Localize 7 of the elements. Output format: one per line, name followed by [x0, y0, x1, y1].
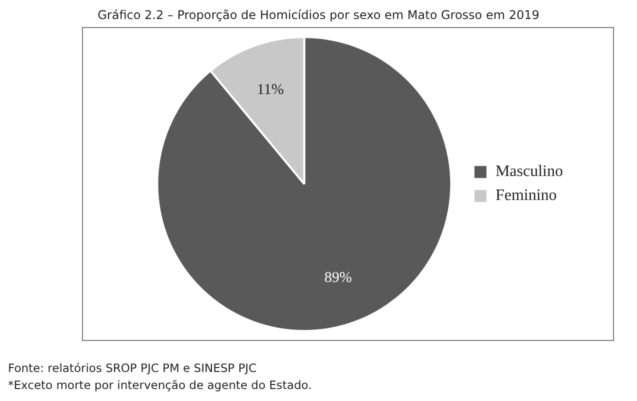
data-label: 11%	[256, 82, 284, 98]
text: *Exceto morte por intervenção de agente do Estado.	[8, 377, 312, 394]
source-note: Fonte: relatórios SROP PJC PM e SINESP PJC	[8, 360, 258, 377]
legend-label: Masculino	[495, 163, 563, 180]
chart-title: Gráfico 2.2 – Proporção de Homicídios por sexo em Mato Grosso em 2019	[96, 8, 540, 22]
data-label: 89%	[324, 270, 352, 286]
legend-label: Feminino	[495, 187, 557, 204]
